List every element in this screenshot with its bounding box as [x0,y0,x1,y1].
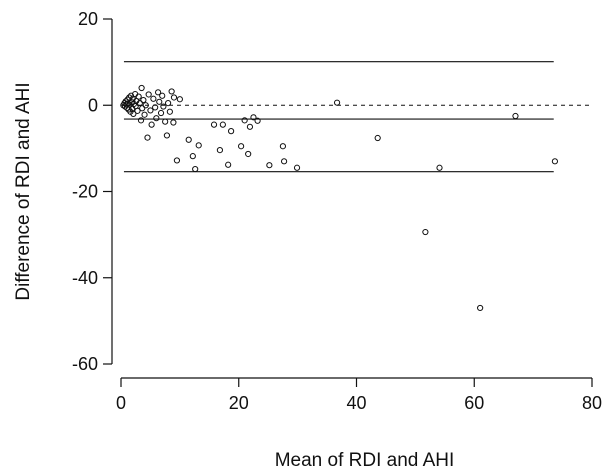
data-point [210,121,218,128]
x-axis-ticks: 0 20 40 60 80 [116,378,602,413]
data-point [162,118,169,125]
data-point [165,99,172,107]
data-point [126,94,133,101]
data-point [246,123,254,130]
y-axis-title: Difference of RDI and AHI [13,82,34,300]
x-tick-label: 40 [346,393,366,413]
data-point [153,115,160,122]
axes [111,19,592,379]
data-point [477,304,484,312]
data-point [245,150,252,158]
data-point [185,136,192,143]
data-point [238,143,245,150]
data-point [374,134,381,142]
data-point [145,91,152,98]
data-point [140,96,147,104]
data-points [120,84,559,312]
data-point [176,96,183,103]
data-point [173,157,181,164]
data-point [144,134,151,141]
y-tick-label: 0 [88,95,98,115]
y-tick-label: -40 [72,268,98,288]
data-point [279,143,287,150]
data-point [551,158,559,165]
data-point [250,114,257,121]
data-point [436,164,443,171]
data-point [333,99,341,106]
data-point [147,107,154,114]
data-point [266,162,273,169]
data-point [150,95,157,102]
data-point [134,107,141,114]
data-point [135,93,142,100]
data-point [293,164,301,171]
data-point [154,89,162,96]
data-point [219,121,226,128]
data-point [192,165,199,173]
x-tick-label: 80 [582,393,602,413]
data-point [227,128,235,135]
x-axis-title: Mean of RDI and AHI [275,450,455,471]
data-point [225,161,232,168]
data-point [166,108,173,115]
data-point [280,158,288,165]
data-point [148,121,155,128]
x-tick-label: 0 [116,393,126,413]
y-axis-ticks: -60 -40 -20 0 20 [72,9,112,374]
data-point [157,109,165,117]
y-tick-label: -60 [72,354,98,374]
data-point [170,119,177,126]
data-point [159,92,166,99]
data-point [254,117,261,124]
data-point [170,94,178,101]
y-tick-label: 20 [78,9,98,29]
data-point [141,111,148,118]
data-point [137,117,145,124]
data-point [422,228,429,236]
data-point [168,88,175,95]
data-point [241,117,248,124]
data-point [139,105,146,112]
data-point [512,112,519,120]
data-point [142,102,149,109]
x-tick-label: 20 [229,393,249,413]
data-point [216,147,224,154]
data-point [195,142,202,149]
data-point [152,104,159,111]
data-point [189,153,196,160]
data-point [124,100,132,107]
data-point [136,99,143,107]
data-point [138,84,145,92]
reference-lines [121,61,592,173]
data-point [156,98,163,105]
data-point [130,110,137,117]
y-tick-label: -20 [72,182,98,202]
x-tick-label: 60 [464,393,484,413]
data-point [160,103,167,110]
data-point [163,132,171,139]
